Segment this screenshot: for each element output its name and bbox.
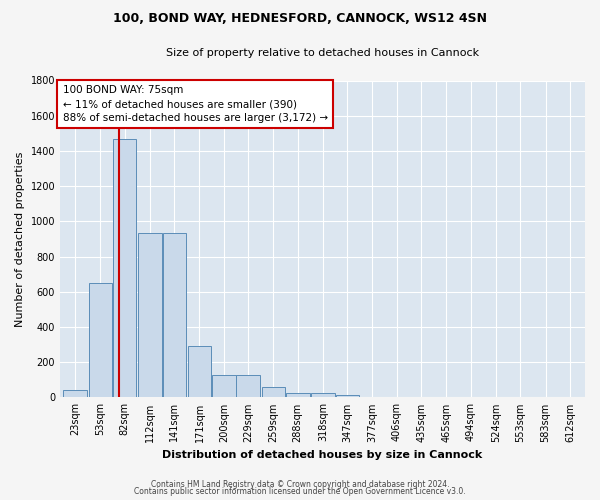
Bar [311,393,335,398]
Bar [163,233,186,398]
Bar [286,393,310,398]
Bar [64,390,87,398]
Bar [262,387,285,398]
Bar [212,374,236,398]
Text: 100 BOND WAY: 75sqm
← 11% of detached houses are smaller (390)
88% of semi-detac: 100 BOND WAY: 75sqm ← 11% of detached ho… [62,86,328,124]
Bar [113,138,136,398]
Bar [138,233,161,398]
Title: Size of property relative to detached houses in Cannock: Size of property relative to detached ho… [166,48,479,58]
Bar [188,346,211,398]
Text: 100, BOND WAY, HEDNESFORD, CANNOCK, WS12 4SN: 100, BOND WAY, HEDNESFORD, CANNOCK, WS12… [113,12,487,26]
Text: Contains HM Land Registry data © Crown copyright and database right 2024.: Contains HM Land Registry data © Crown c… [151,480,449,489]
Bar [89,283,112,398]
Bar [335,395,359,398]
Text: Contains public sector information licensed under the Open Government Licence v3: Contains public sector information licen… [134,487,466,496]
Bar [361,396,384,398]
X-axis label: Distribution of detached houses by size in Cannock: Distribution of detached houses by size … [163,450,482,460]
Bar [236,374,260,398]
Y-axis label: Number of detached properties: Number of detached properties [15,152,25,326]
